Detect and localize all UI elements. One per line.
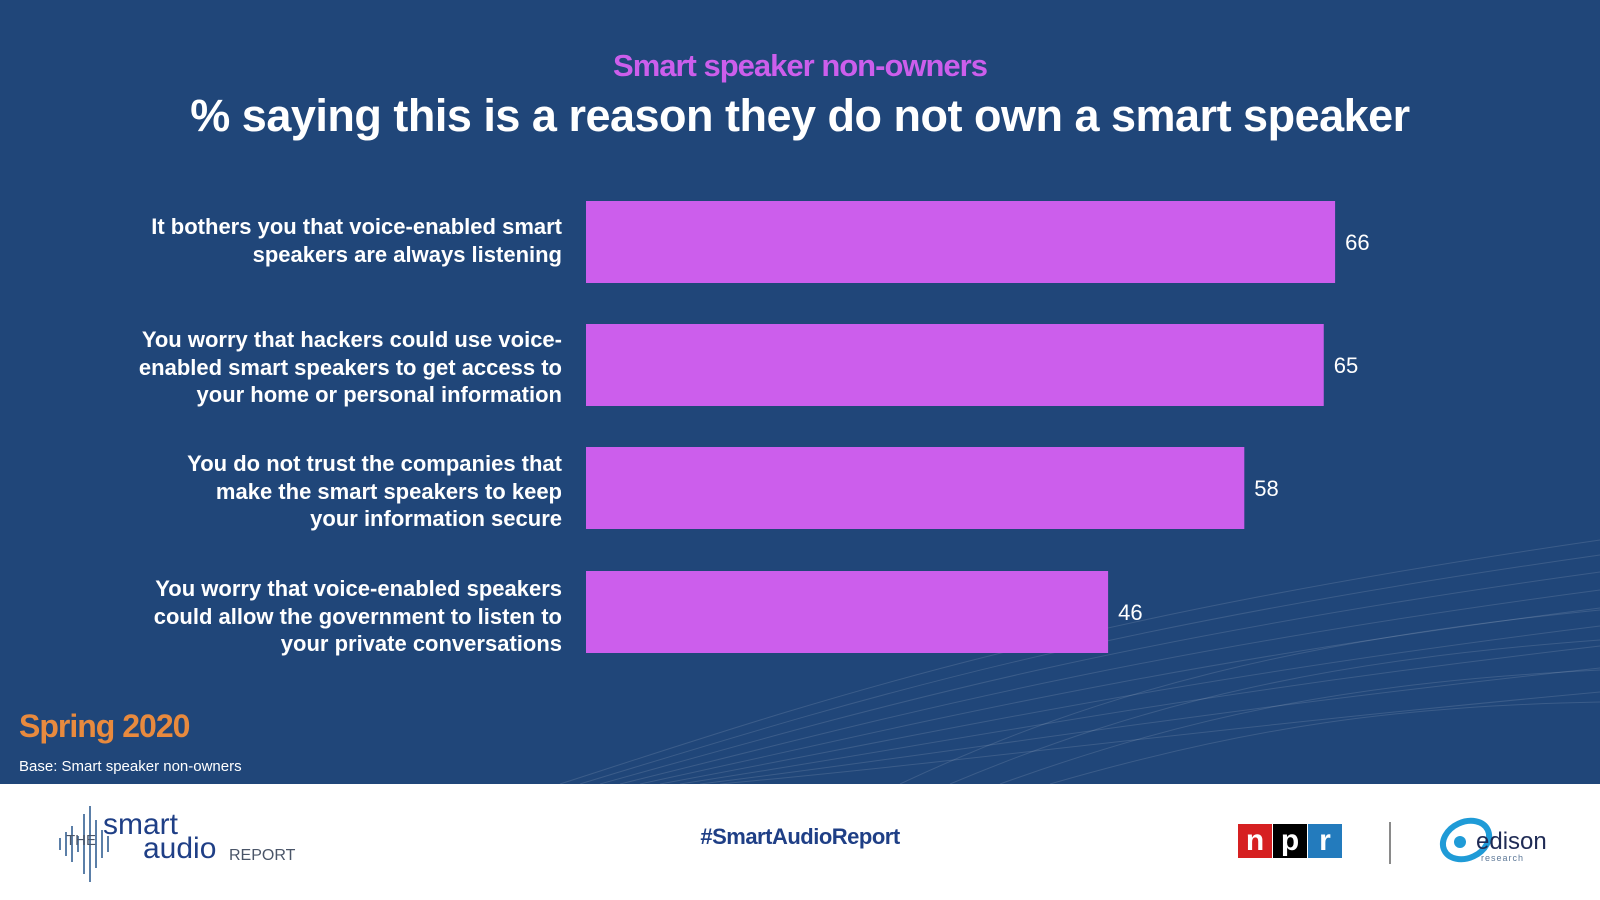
bar-trust-companies [586, 447, 1245, 529]
edison-logo-subtext: research [1481, 853, 1525, 863]
category-label-government: You worry that voice-enabled speakers co… [90, 575, 562, 658]
category-label-trust-companies: You do not trust the companies that make… [90, 450, 562, 533]
chart-slide: Smart speaker non-owners % saying this i… [0, 0, 1600, 784]
data-label-government: 46 [1118, 600, 1142, 625]
category-label-line: your private conversations [280, 631, 562, 656]
season-label: Spring 2020 [19, 708, 190, 744]
bar-hackers [586, 324, 1324, 406]
smart-audio-report-waveform-icon [59, 806, 109, 882]
logo-text-report: REPORT [229, 847, 296, 864]
npr-letter-r: r [1308, 824, 1342, 858]
category-label-always-listening: It bothers you that voice-enabled smart … [90, 213, 562, 268]
logo-text-the: THE [66, 832, 96, 849]
npr-letter-p: p [1273, 824, 1307, 858]
category-label-line: make the smart speakers to keep [215, 478, 562, 504]
logo-text-audio: audio [143, 832, 217, 865]
data-label-always-listening: 66 [1345, 230, 1369, 255]
category-label-line: You worry that hackers could use voice- [141, 327, 562, 352]
edison-logo-text: edison [1476, 828, 1547, 855]
data-label-trust-companies: 58 [1254, 476, 1278, 501]
category-label-line: You do not trust the companies that [187, 451, 562, 476]
npr-letter-n: n [1238, 824, 1272, 858]
category-label-line: You worry that voice-enabled speakers [155, 576, 562, 601]
wave-background-decoration [559, 539, 1600, 784]
bar-government [586, 571, 1109, 653]
bar-chart: 66 65 58 46 [586, 201, 1370, 653]
category-label-line: your information secure [310, 506, 562, 531]
logo-text-smart: smart [103, 808, 178, 841]
edison-swirl-icon [1439, 817, 1493, 863]
hashtag: #SmartAudioReport [700, 824, 900, 849]
logo-divider [1389, 822, 1391, 864]
base-note: Base: Smart speaker non-owners [19, 758, 242, 775]
bar-always-listening [586, 201, 1336, 283]
chart-subtitle: Smart speaker non-owners [613, 48, 988, 83]
footer: THE smart audio REPORT #SmartAudioReport… [0, 784, 1600, 900]
chart-title: % saying this is a reason they do not ow… [190, 90, 1410, 141]
npr-logo: n p r [1238, 824, 1343, 858]
category-label-hackers: You worry that hackers could use voice- … [90, 326, 562, 409]
category-label-line: your home or personal information [196, 382, 562, 407]
category-label-line: could allow the government to listen to [153, 603, 562, 629]
category-label-line: enabled smart speakers to get access to [138, 354, 562, 380]
category-label-line: speakers are always listening [252, 241, 562, 267]
category-label-line: It bothers you that voice-enabled smart [151, 214, 562, 239]
data-label-hackers: 65 [1334, 353, 1358, 378]
